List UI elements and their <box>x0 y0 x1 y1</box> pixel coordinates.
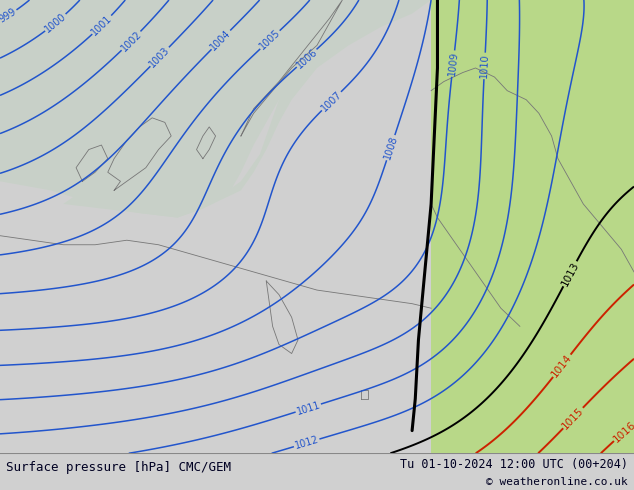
Text: 1001: 1001 <box>89 13 114 37</box>
Text: 1007: 1007 <box>319 89 344 113</box>
Text: 1004: 1004 <box>209 27 233 52</box>
Text: Surface pressure [hPa] CMC/GEM: Surface pressure [hPa] CMC/GEM <box>6 461 231 474</box>
Text: 1003: 1003 <box>148 45 172 69</box>
Text: 1002: 1002 <box>119 28 143 53</box>
Text: 999: 999 <box>0 6 18 25</box>
Text: 1016: 1016 <box>611 419 634 444</box>
Text: © weatheronline.co.uk: © weatheronline.co.uk <box>486 477 628 487</box>
Text: 1005: 1005 <box>257 28 282 52</box>
Text: 1000: 1000 <box>43 11 68 34</box>
Text: Tu 01-10-2024 12:00 UTC (00+204): Tu 01-10-2024 12:00 UTC (00+204) <box>399 458 628 471</box>
Text: 1006: 1006 <box>294 47 319 70</box>
Polygon shape <box>0 0 412 218</box>
Text: 1015: 1015 <box>560 405 586 431</box>
Text: 1008: 1008 <box>382 134 399 161</box>
Polygon shape <box>431 0 634 453</box>
Text: 1010: 1010 <box>479 53 490 78</box>
Text: 1012: 1012 <box>294 435 320 451</box>
Text: 1009: 1009 <box>447 51 460 76</box>
Text: 1013: 1013 <box>559 260 581 288</box>
Text: 1014: 1014 <box>550 352 574 379</box>
Polygon shape <box>63 0 431 218</box>
Text: 1011: 1011 <box>295 399 321 416</box>
